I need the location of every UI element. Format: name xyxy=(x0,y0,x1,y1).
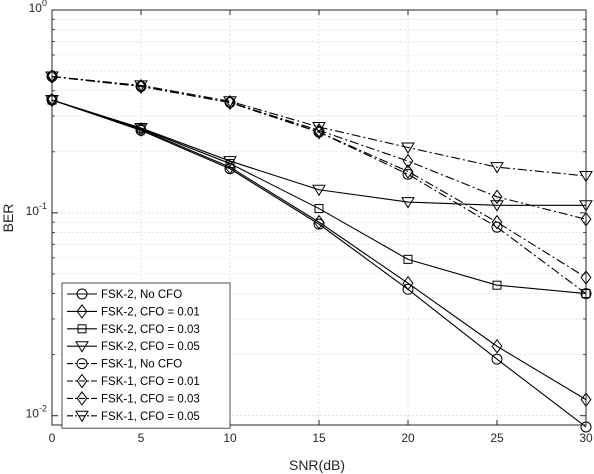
square-marker xyxy=(77,324,87,334)
legend-label: FSK-1, CFO = 0.05 xyxy=(101,411,200,423)
data-point xyxy=(491,189,503,205)
data-point xyxy=(402,153,414,169)
legend-label: FSK-1, No CFO xyxy=(101,359,182,371)
legend-entry: FSK-2, CFO = 0.03 xyxy=(67,324,200,336)
series-line xyxy=(51,99,586,206)
legend-label: FSK-1, CFO = 0.03 xyxy=(101,393,200,405)
data-point xyxy=(491,214,503,230)
data-point xyxy=(490,200,504,212)
y-tick-label: 100 xyxy=(29,0,47,15)
series-line xyxy=(51,99,587,295)
legend: FSK-2, No CFO FSK-2, CFO = 0.01 FSK-2, CFO… xyxy=(61,282,231,429)
legend-entry: FSK-1, CFO = 0.03 xyxy=(67,391,200,406)
data-point xyxy=(491,338,503,354)
data-point xyxy=(403,254,413,264)
legend-entry: FSK-2, CFO = 0.01 xyxy=(67,304,200,319)
x-tick-label: 20 xyxy=(401,431,415,445)
legend-label: FSK-2, CFO = 0.03 xyxy=(101,324,200,336)
data-point xyxy=(223,96,237,108)
data-point xyxy=(223,156,237,168)
legend-entry: FSK-2, No CFO xyxy=(67,288,182,301)
series-line xyxy=(51,75,587,177)
circle-marker xyxy=(76,358,88,370)
data-point xyxy=(402,275,414,291)
data-point xyxy=(401,142,415,154)
data-point xyxy=(401,197,415,209)
series-line xyxy=(51,99,587,401)
data-point xyxy=(491,353,503,365)
data-point xyxy=(491,221,503,233)
x-tick-label: 0 xyxy=(49,431,56,445)
axes: 0 5 10 15 20 25 30 100 10-1 10-2 xyxy=(26,0,593,445)
legend-entry: FSK-2, CFO = 0.05 xyxy=(67,341,200,353)
legend-box xyxy=(61,282,231,429)
x-tick-label: 30 xyxy=(579,431,593,445)
x-axis-label: SNR(dB) xyxy=(289,457,345,473)
legend-label: FSK-2, CFO = 0.01 xyxy=(101,306,200,318)
x-tick-label: 15 xyxy=(312,431,326,445)
data-point xyxy=(314,204,324,214)
data-point xyxy=(134,123,148,135)
y-axis-label: BER xyxy=(0,204,16,233)
data-point xyxy=(492,280,502,290)
circle-marker xyxy=(76,288,88,300)
legend-entry: FSK-1, CFO = 0.05 xyxy=(67,410,200,423)
x-tick-label: 25 xyxy=(490,431,504,445)
series-7 xyxy=(46,69,592,227)
series-line xyxy=(51,99,587,428)
x-tick-label: 10 xyxy=(223,431,237,445)
diamond-marker xyxy=(76,304,88,319)
legend-label: FSK-2, CFO = 0.05 xyxy=(101,341,200,353)
data-point xyxy=(490,162,504,174)
data-point xyxy=(135,79,147,94)
legend-label: FSK-1, CFO = 0.01 xyxy=(101,376,200,388)
data-point xyxy=(312,121,326,134)
data-point xyxy=(313,124,325,140)
data-point xyxy=(134,80,148,92)
triangle-down-marker xyxy=(75,341,89,353)
legend-entry: FSK-1, No CFO xyxy=(67,358,182,371)
legend-label: FSK-2, No CFO xyxy=(101,289,182,301)
data-point xyxy=(402,283,414,295)
y-tick-label: 10-1 xyxy=(26,201,47,218)
triangle-down-marker xyxy=(75,410,89,423)
data-point xyxy=(225,159,235,169)
diamond-marker xyxy=(76,391,88,406)
legend-entry: FSK-1, CFO = 0.01 xyxy=(67,373,200,389)
data-point xyxy=(402,164,414,179)
x-tick-label: 5 xyxy=(138,431,145,445)
data-point xyxy=(312,184,326,197)
y-tick-label: 10-2 xyxy=(26,404,47,421)
data-point xyxy=(313,214,325,230)
data-series xyxy=(45,69,593,433)
series-line xyxy=(51,75,587,220)
diamond-marker xyxy=(76,373,88,389)
